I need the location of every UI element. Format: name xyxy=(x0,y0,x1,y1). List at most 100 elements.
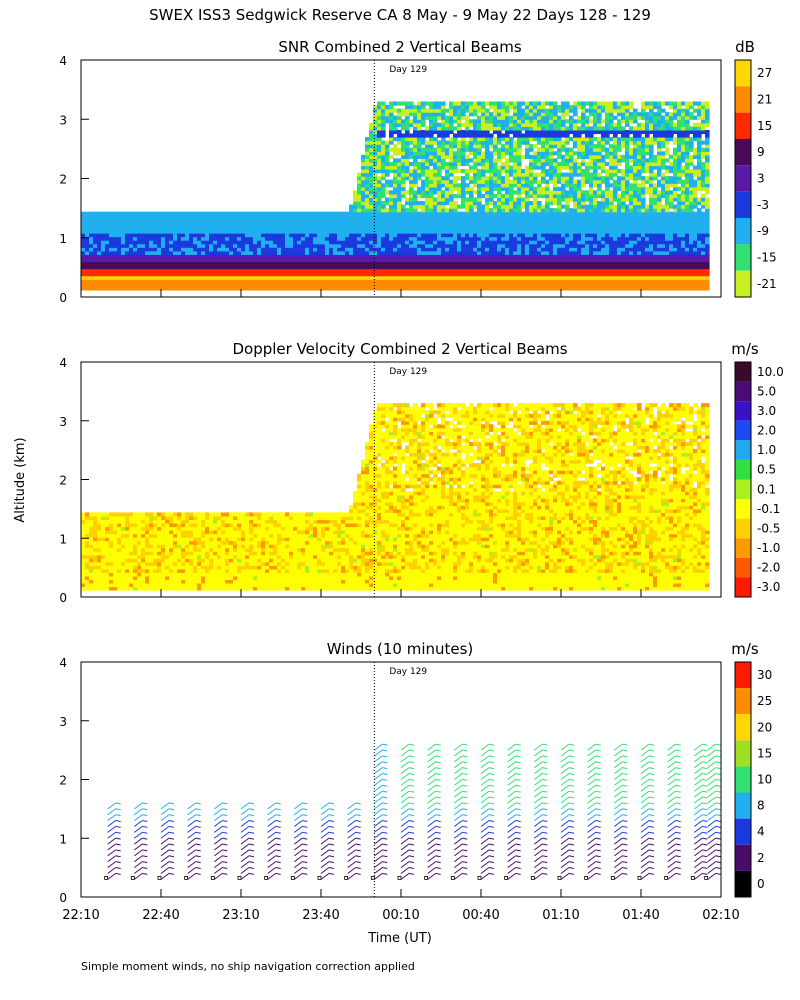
colorbar-swatch xyxy=(735,401,751,421)
colorbar-label: 1.0 xyxy=(757,443,776,457)
wind-barb xyxy=(427,749,441,757)
wind-barb xyxy=(507,802,521,810)
y-tick-label: 1 xyxy=(59,532,67,546)
wind-barb xyxy=(214,872,228,880)
wind-barb xyxy=(667,872,681,880)
wind-barb xyxy=(534,802,548,810)
wind-barb xyxy=(214,831,228,839)
colorbar-label: 3.0 xyxy=(757,404,776,418)
wind-barb xyxy=(507,749,521,757)
low-wind-marker xyxy=(637,875,642,880)
wind-barb xyxy=(347,855,361,863)
wind-barb xyxy=(614,778,628,786)
colorbar-swatch xyxy=(735,60,751,87)
colorbar-swatch xyxy=(735,557,751,578)
wind-barb xyxy=(347,843,361,851)
wind-barb xyxy=(267,808,281,816)
wind-barb xyxy=(267,820,281,827)
wind-barb xyxy=(560,825,575,833)
wind-barb xyxy=(160,820,175,827)
wind-barb xyxy=(267,825,281,833)
wind-barb xyxy=(400,861,415,869)
wind-profile xyxy=(530,743,548,880)
wind-barb xyxy=(694,784,708,792)
colorbar-label: 10.0 xyxy=(757,365,784,379)
low-wind-marker xyxy=(504,875,509,880)
wind-barb xyxy=(400,796,415,804)
wind-barb xyxy=(507,831,521,839)
wind-barb xyxy=(267,849,281,857)
wind-barb xyxy=(507,872,521,880)
wind-barb xyxy=(534,820,548,827)
colorbar-label: 30 xyxy=(757,668,772,682)
wind-barb xyxy=(134,843,148,851)
wind-barb xyxy=(614,808,628,816)
wind-profile xyxy=(317,802,335,880)
wind-barb xyxy=(587,820,601,827)
wind-barb xyxy=(427,802,441,810)
wind-barb xyxy=(187,861,201,869)
wind-barb xyxy=(400,820,415,827)
wind-barb xyxy=(454,814,468,822)
wind-barb xyxy=(267,855,281,863)
wind-barb xyxy=(507,743,521,751)
wind-barb xyxy=(534,825,548,833)
wind-barb xyxy=(267,831,281,839)
wind-barb xyxy=(107,802,121,810)
wind-barb xyxy=(534,814,548,822)
wind-barb xyxy=(214,867,228,874)
wind-barb xyxy=(640,767,655,775)
wind-barb xyxy=(534,872,548,880)
wind-barb xyxy=(694,778,708,786)
wind-barb xyxy=(587,802,601,810)
wind-barb xyxy=(374,796,388,804)
wind-barb xyxy=(400,872,415,880)
wind-barb xyxy=(707,837,721,845)
wind-barb xyxy=(560,773,575,780)
wind-barb xyxy=(400,825,415,833)
wind-barb xyxy=(534,855,548,863)
wind-barb xyxy=(400,749,415,757)
wind-barb xyxy=(134,872,148,880)
wind-barb xyxy=(614,861,628,869)
wind-barb xyxy=(707,872,721,880)
panel-2: Doppler Velocity Combined 2 Vertical Bea… xyxy=(59,340,783,605)
wind-barb xyxy=(427,778,441,786)
wind-barb xyxy=(534,867,548,874)
wind-barb xyxy=(614,749,628,757)
wind-barb xyxy=(587,767,601,775)
wind-barb xyxy=(480,790,495,798)
wind-barb xyxy=(507,867,521,874)
low-wind-marker xyxy=(184,875,189,880)
wind-barb xyxy=(560,784,575,792)
wind-barb xyxy=(480,749,495,757)
colorbar-swatch xyxy=(735,270,751,297)
wind-profile xyxy=(637,743,655,880)
low-wind-marker xyxy=(290,875,295,880)
wind-barb xyxy=(160,849,175,857)
wind-barb xyxy=(587,867,601,874)
wind-barb xyxy=(374,778,388,786)
colorbar-label: -9 xyxy=(757,224,769,238)
wind-barb xyxy=(374,849,388,857)
wind-barb xyxy=(480,831,495,839)
wind-barb xyxy=(707,802,721,810)
wind-barb xyxy=(507,790,521,798)
wind-barb xyxy=(707,861,721,869)
wind-barb xyxy=(587,761,601,769)
wind-barb xyxy=(507,837,521,845)
wind-barb xyxy=(427,872,441,880)
wind-barb xyxy=(480,849,495,857)
wind-barb xyxy=(294,849,308,857)
wind-barb xyxy=(107,843,121,851)
wind-barb xyxy=(454,773,468,780)
x-tick-label: 22:10 xyxy=(62,908,99,923)
wind-barb xyxy=(667,820,681,827)
wind-barb xyxy=(294,843,308,851)
wind-barb xyxy=(560,831,575,839)
y-tick-label: 3 xyxy=(59,715,67,729)
wind-barb xyxy=(614,855,628,863)
wind-barb xyxy=(667,855,681,863)
colorbar-label: 0.1 xyxy=(757,482,776,496)
